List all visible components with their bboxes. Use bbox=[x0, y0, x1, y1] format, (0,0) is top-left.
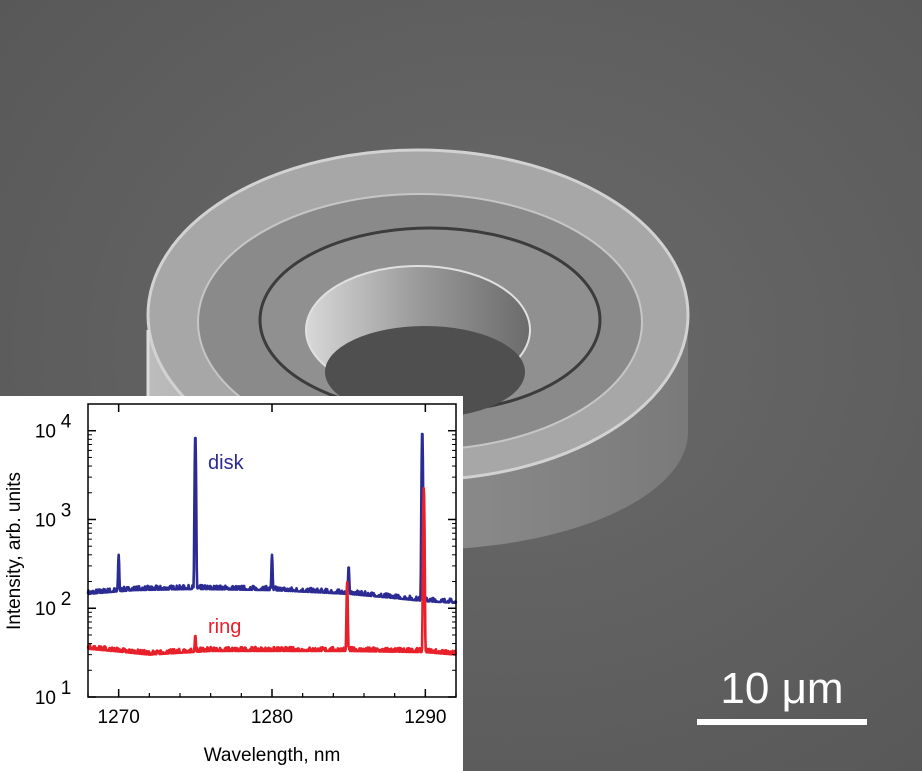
x-axis-title: Wavelength, nm bbox=[204, 745, 341, 766]
series-labels: disk ring bbox=[208, 452, 245, 638]
y-tick-exponent: 3 bbox=[61, 500, 72, 521]
scale-bar bbox=[697, 719, 867, 725]
scale-bar-label: 10 μm bbox=[720, 664, 844, 713]
spectrum-inset: 1270 1280 1290 10 1 10 2 10 3 10 4 Wavelength, nm … bbox=[0, 396, 463, 771]
y-tick-exponent: 1 bbox=[61, 678, 72, 699]
y-tick-label: 10 bbox=[35, 510, 56, 531]
x-tick-label: 1270 bbox=[98, 707, 140, 728]
x-tick-label: 1290 bbox=[404, 707, 446, 728]
series-layer bbox=[86, 430, 458, 656]
y-axis-title: Intensity, arb. units bbox=[4, 472, 25, 630]
series-label-disk: disk bbox=[208, 452, 245, 474]
y-tick-exponent: 4 bbox=[61, 412, 72, 433]
y-tick-exponent: 2 bbox=[61, 589, 72, 610]
y-tick-label: 10 bbox=[35, 599, 56, 620]
series-line-ring bbox=[86, 486, 457, 656]
microdisk-structure bbox=[146, 148, 690, 550]
series-line-disk bbox=[86, 432, 458, 605]
x-tick-label: 1280 bbox=[251, 707, 293, 728]
y-tick-label: 10 bbox=[35, 688, 56, 709]
series-label-ring: ring bbox=[208, 616, 241, 638]
y-tick-label: 10 bbox=[35, 422, 56, 443]
